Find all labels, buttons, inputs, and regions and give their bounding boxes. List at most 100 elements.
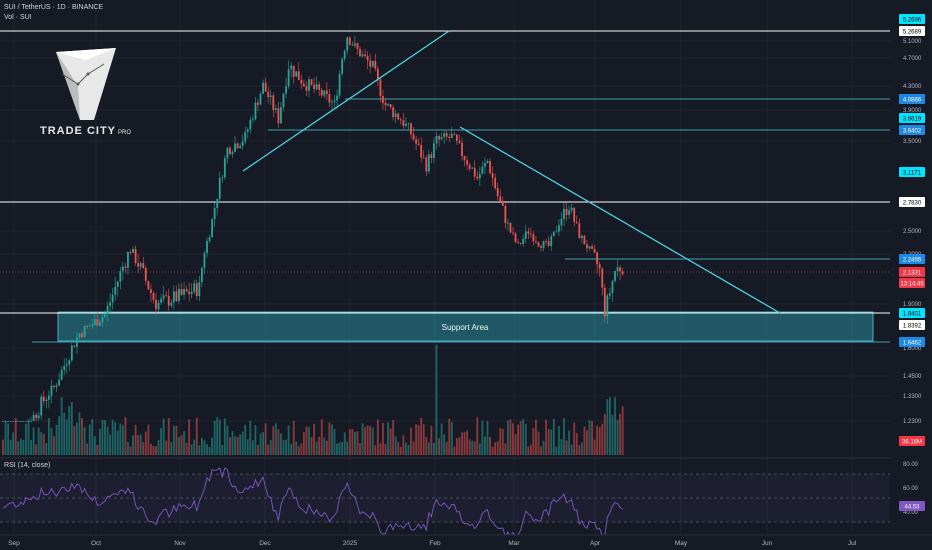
price-badge[interactable]: 3.6402 bbox=[899, 125, 925, 135]
volume-bar bbox=[443, 434, 446, 455]
candle bbox=[208, 234, 211, 244]
volume-bar bbox=[407, 444, 410, 455]
volume-bar bbox=[188, 419, 191, 455]
volume-bar bbox=[60, 397, 63, 455]
volume-bar bbox=[433, 442, 435, 455]
volume-bar bbox=[568, 430, 570, 455]
candle bbox=[257, 98, 259, 112]
candle bbox=[371, 60, 374, 68]
price-badge[interactable]: 36.16M bbox=[899, 436, 925, 446]
volume-bar bbox=[9, 439, 12, 455]
price-badge[interactable]: 5.2689 bbox=[899, 26, 925, 36]
volume-bar bbox=[473, 441, 476, 455]
price-badge[interactable]: 3.1171 bbox=[899, 167, 925, 177]
volume-bar bbox=[328, 422, 331, 455]
candle bbox=[410, 122, 412, 140]
candle bbox=[308, 76, 310, 98]
volume-bar bbox=[369, 425, 372, 455]
volume-bar bbox=[392, 419, 395, 455]
candle bbox=[399, 117, 402, 125]
candle bbox=[461, 137, 463, 161]
ascending-trendline[interactable] bbox=[242, 30, 450, 172]
volume-indicator-title: Vol · SUI bbox=[4, 14, 32, 21]
volume-bar bbox=[203, 440, 206, 455]
volume-bar bbox=[282, 439, 285, 455]
volume-bar bbox=[19, 438, 22, 455]
candle bbox=[346, 36, 349, 55]
price-tick-label: 1.6000 bbox=[903, 346, 922, 352]
candle bbox=[412, 126, 415, 141]
candle bbox=[598, 261, 601, 277]
volume-bar bbox=[440, 423, 443, 455]
volume-bar bbox=[185, 442, 188, 455]
candle bbox=[394, 109, 397, 124]
candle bbox=[246, 127, 249, 139]
price-badge[interactable]: 13:14:45 bbox=[899, 278, 925, 288]
volume-bar bbox=[25, 423, 27, 455]
volume-bar bbox=[596, 425, 599, 455]
volume-bar bbox=[221, 445, 224, 455]
volume-bar bbox=[573, 422, 576, 455]
candle bbox=[144, 265, 147, 286]
time-axis[interactable]: Sep Oct Nov Dec 2025 Feb Mar Apr May Jun Jul bbox=[0, 534, 932, 550]
support-area[interactable]: Support Area bbox=[57, 311, 874, 342]
candle bbox=[519, 242, 522, 246]
volume-bar bbox=[341, 442, 344, 455]
price-badge[interactable]: 1.8401 bbox=[899, 308, 925, 318]
volume-bar bbox=[471, 440, 474, 455]
candle bbox=[285, 77, 287, 99]
candle bbox=[351, 41, 354, 46]
candle bbox=[593, 245, 596, 254]
candle bbox=[575, 215, 578, 224]
volume-bar bbox=[76, 422, 78, 455]
time-tick-label: Jul bbox=[848, 540, 857, 547]
volume-bar bbox=[30, 439, 32, 455]
volume-bar bbox=[239, 434, 242, 455]
candle bbox=[4, 421, 7, 422]
candle bbox=[254, 97, 257, 121]
price-badge[interactable]: 1.8392 bbox=[899, 320, 925, 330]
candle bbox=[249, 116, 252, 134]
volume-bar bbox=[397, 441, 400, 455]
price-badge[interactable]: 5.2696 bbox=[899, 14, 925, 24]
candle bbox=[162, 286, 165, 303]
support-area-box[interactable] bbox=[57, 311, 874, 342]
candle bbox=[32, 411, 35, 421]
volume-bar bbox=[81, 418, 83, 455]
volume-bar bbox=[583, 426, 586, 455]
price-badge[interactable]: 3.6619 bbox=[899, 113, 925, 123]
candle bbox=[481, 161, 484, 175]
candle bbox=[17, 421, 20, 422]
volume-bar bbox=[292, 420, 295, 455]
price-badge[interactable]: 2.2495 bbox=[899, 254, 925, 264]
candle bbox=[40, 394, 43, 420]
descending-trendline[interactable] bbox=[459, 126, 781, 314]
candle bbox=[190, 283, 193, 299]
trendlines[interactable] bbox=[242, 30, 781, 314]
price-badge[interactable]: 1.6462 bbox=[899, 337, 925, 347]
price-badge[interactable]: 2.7830 bbox=[899, 197, 925, 207]
candle bbox=[134, 245, 137, 266]
price-badge[interactable]: 4.0866 bbox=[899, 94, 925, 104]
price-badge[interactable]: 2.1331 bbox=[899, 267, 925, 277]
candle bbox=[35, 412, 38, 421]
volume-bar bbox=[435, 345, 438, 455]
volume-bar bbox=[252, 440, 254, 455]
candle bbox=[440, 132, 443, 141]
volume-bar bbox=[445, 441, 448, 455]
volume-bar bbox=[22, 440, 25, 455]
volume-bar bbox=[231, 431, 234, 455]
price-axis[interactable]: 5.10004.70004.30003.90003.50002.50002.20… bbox=[890, 0, 932, 535]
candle bbox=[512, 226, 514, 236]
candle bbox=[522, 234, 525, 247]
candle bbox=[387, 102, 389, 107]
candle bbox=[343, 49, 346, 62]
time-tick-label: Jun bbox=[762, 540, 773, 547]
volume-bar bbox=[193, 439, 196, 455]
volume-bar bbox=[175, 425, 178, 455]
candle bbox=[517, 238, 519, 244]
volume-bar bbox=[83, 426, 86, 455]
candle bbox=[323, 90, 326, 98]
volume-bar bbox=[366, 425, 369, 455]
